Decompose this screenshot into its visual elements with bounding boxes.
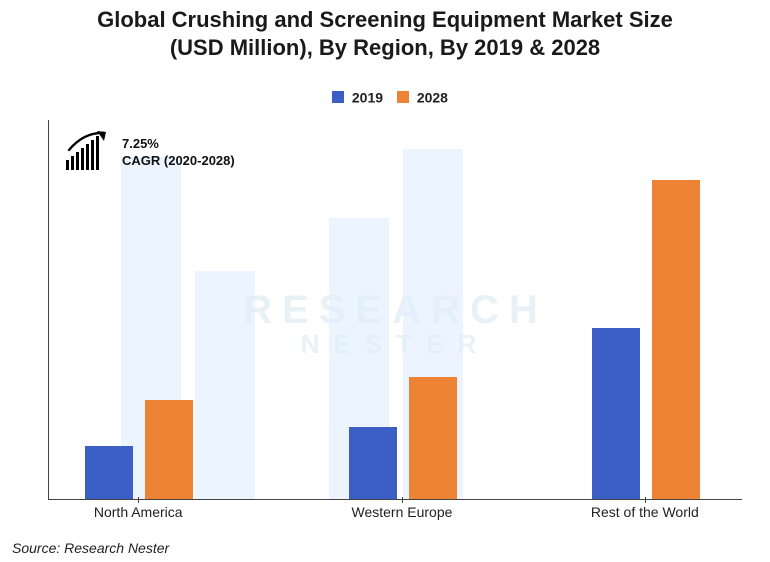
source-caption: Source: Research Nester bbox=[12, 540, 169, 556]
x-tick bbox=[138, 497, 139, 503]
x-label: Western Europe bbox=[351, 504, 452, 520]
chart-title-line1: Global Crushing and Screening Equipment … bbox=[97, 7, 673, 32]
chart-title: Global Crushing and Screening Equipment … bbox=[0, 6, 770, 61]
x-axis: North America Western Europe Rest of the W… bbox=[48, 502, 742, 522]
chart-title-line2: (USD Million), By Region, By 2019 & 2028 bbox=[170, 35, 600, 60]
cagr-label: CAGR (2020-2028) bbox=[122, 153, 235, 168]
cagr-text: 7.25% CAGR (2020-2028) bbox=[122, 136, 235, 169]
bar-2028 bbox=[409, 377, 457, 499]
bar-2019 bbox=[592, 328, 640, 499]
x-tick bbox=[645, 497, 646, 503]
bar-2028 bbox=[145, 400, 193, 499]
bar-2019 bbox=[85, 446, 133, 499]
x-tick bbox=[402, 497, 403, 503]
legend: 2019 2028 bbox=[0, 88, 770, 105]
legend-label-2019: 2019 bbox=[352, 89, 383, 105]
legend-label-2028: 2028 bbox=[417, 89, 448, 105]
legend-swatch-2028 bbox=[397, 91, 409, 103]
x-label: Rest of the World bbox=[591, 504, 699, 520]
legend-swatch-2019 bbox=[332, 91, 344, 103]
bar-2028 bbox=[652, 180, 700, 499]
growth-arrow-icon bbox=[66, 130, 112, 175]
plot-area: RESEARCH NESTER bbox=[48, 120, 742, 500]
bar-2019 bbox=[349, 427, 397, 499]
cagr-annotation: 7.25% CAGR (2020-2028) bbox=[66, 130, 235, 175]
cagr-value: 7.25% bbox=[122, 136, 159, 151]
x-label: North America bbox=[94, 504, 183, 520]
ghost-bar bbox=[195, 271, 255, 499]
